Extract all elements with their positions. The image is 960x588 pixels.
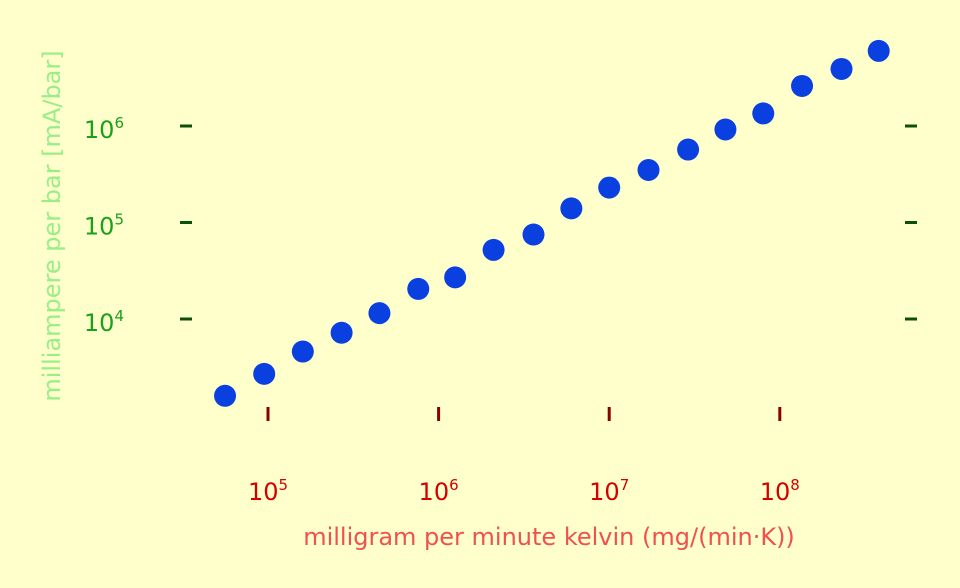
data-point: [637, 158, 660, 181]
data-point: [522, 223, 545, 246]
x-axis-label: milligram per minute kelvin (mg/(min·K)): [303, 523, 795, 551]
x-tick-label: 107: [589, 476, 629, 506]
y-tick-exponent: 4: [114, 307, 124, 325]
data-point: [830, 57, 853, 80]
y-axis-label: milliampere per bar [mA/bar]: [38, 50, 66, 401]
y-tick-base: 10: [84, 213, 115, 241]
data-point: [291, 340, 314, 363]
data-point: [214, 384, 237, 407]
y-tick-exponent: 5: [114, 211, 124, 229]
y-tick-label: 105: [84, 211, 124, 241]
data-point: [444, 266, 467, 289]
x-tick-label: 108: [760, 476, 800, 506]
data-point: [253, 362, 276, 385]
data-point: [791, 74, 814, 97]
x-tick-base: 10: [589, 478, 620, 506]
y-tick-label: 104: [84, 307, 124, 337]
x-tick-exponent: 7: [620, 476, 630, 494]
data-point: [598, 176, 621, 199]
x-tick-exponent: 5: [279, 476, 289, 494]
x-tick-label: 105: [248, 476, 288, 506]
x-tick-base: 10: [760, 478, 791, 506]
data-point: [752, 102, 775, 125]
data-point: [867, 39, 890, 62]
y-tick-exponent: 6: [114, 114, 124, 132]
y-tick-label: 106: [84, 114, 124, 144]
y-tick-base: 10: [84, 116, 115, 144]
data-point: [330, 321, 353, 344]
data-point: [560, 197, 583, 220]
data-points: [214, 39, 890, 407]
data-point: [677, 138, 700, 161]
x-axis-ticks: 105 106 107 108: [248, 407, 800, 506]
data-point: [368, 302, 391, 325]
x-tick-base: 10: [419, 478, 450, 506]
y-tick-base: 10: [84, 309, 115, 337]
x-tick-exponent: 8: [790, 476, 800, 494]
x-tick-exponent: 6: [449, 476, 459, 494]
data-point: [482, 238, 505, 261]
x-tick-base: 10: [248, 478, 279, 506]
data-point: [407, 277, 430, 300]
x-tick-label: 106: [419, 476, 459, 506]
data-point: [714, 118, 737, 141]
